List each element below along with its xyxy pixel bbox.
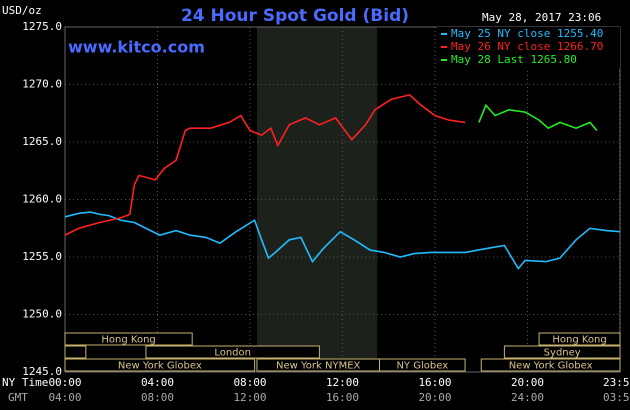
y-tick-label: 1275.0 <box>22 20 62 33</box>
x-tick-label: 23:59 <box>603 376 630 389</box>
session-label: Sydney <box>544 348 581 359</box>
session-bar <box>64 332 193 346</box>
y-tick-label: 1250.0 <box>22 308 62 321</box>
y-tick-label: 1260.0 <box>22 193 62 206</box>
plot-frame <box>64 26 621 373</box>
x2-axis-label: GMT <box>8 391 28 404</box>
session-label: London <box>214 348 251 359</box>
x2-tick-label: 08:00 <box>141 391 174 404</box>
x-tick-label: 12:00 <box>326 376 359 389</box>
x2-tick-label: 04:00 <box>48 391 81 404</box>
x-tick-label: 08:00 <box>233 376 266 389</box>
x2-tick-label: 20:00 <box>418 391 451 404</box>
y-axis-label: USD/oz <box>2 4 42 17</box>
session-bar <box>64 345 87 359</box>
y-tick-label: 1255.0 <box>22 250 62 263</box>
session-bar <box>503 345 621 359</box>
series-line <box>64 94 466 236</box>
session-bar <box>538 332 621 346</box>
session-bar <box>145 345 320 359</box>
session-bar <box>64 358 256 372</box>
x-tick-label: 00:00 <box>48 376 81 389</box>
session-label: Hong Kong <box>552 335 606 346</box>
session-label: New York Globex <box>509 361 593 372</box>
x-tick-label: 16:00 <box>418 376 451 389</box>
session-bar <box>480 358 621 372</box>
y-tick-label: 1265.0 <box>22 135 62 148</box>
session-label: NY Globex <box>396 361 448 372</box>
legend-label: May 28 Last 1265.80 <box>451 53 577 66</box>
x2-tick-label: 03:59 <box>603 391 630 404</box>
session-label: New York Globex <box>118 361 202 372</box>
session-bar <box>379 358 466 372</box>
watermark: www.kitco.com <box>68 38 205 57</box>
legend-label: May 26 NY close 1266.70 <box>451 40 603 53</box>
x-tick-label: 20:00 <box>511 376 544 389</box>
x-axis-label: NY Time <box>2 376 48 389</box>
chart-title: 24 Hour Spot Gold (Bid) <box>181 6 409 26</box>
legend-label: May 25 NY close 1255.40 <box>451 27 603 40</box>
x2-tick-label: 12:00 <box>233 391 266 404</box>
series-line <box>478 103 598 132</box>
y-tick-label: 1245.0 <box>22 365 62 378</box>
legend-box <box>437 27 620 68</box>
session-label: Hong Kong <box>101 335 155 346</box>
timestamp: May 28, 2017 23:06 <box>482 11 601 24</box>
x2-tick-label: 24:00 <box>511 391 544 404</box>
series-line <box>64 211 621 270</box>
x2-tick-label: 16:00 <box>326 391 359 404</box>
x-tick-label: 04:00 <box>141 376 174 389</box>
y-tick-label: 1270.0 <box>22 78 62 91</box>
session-label: New York NYMEX <box>276 361 361 372</box>
